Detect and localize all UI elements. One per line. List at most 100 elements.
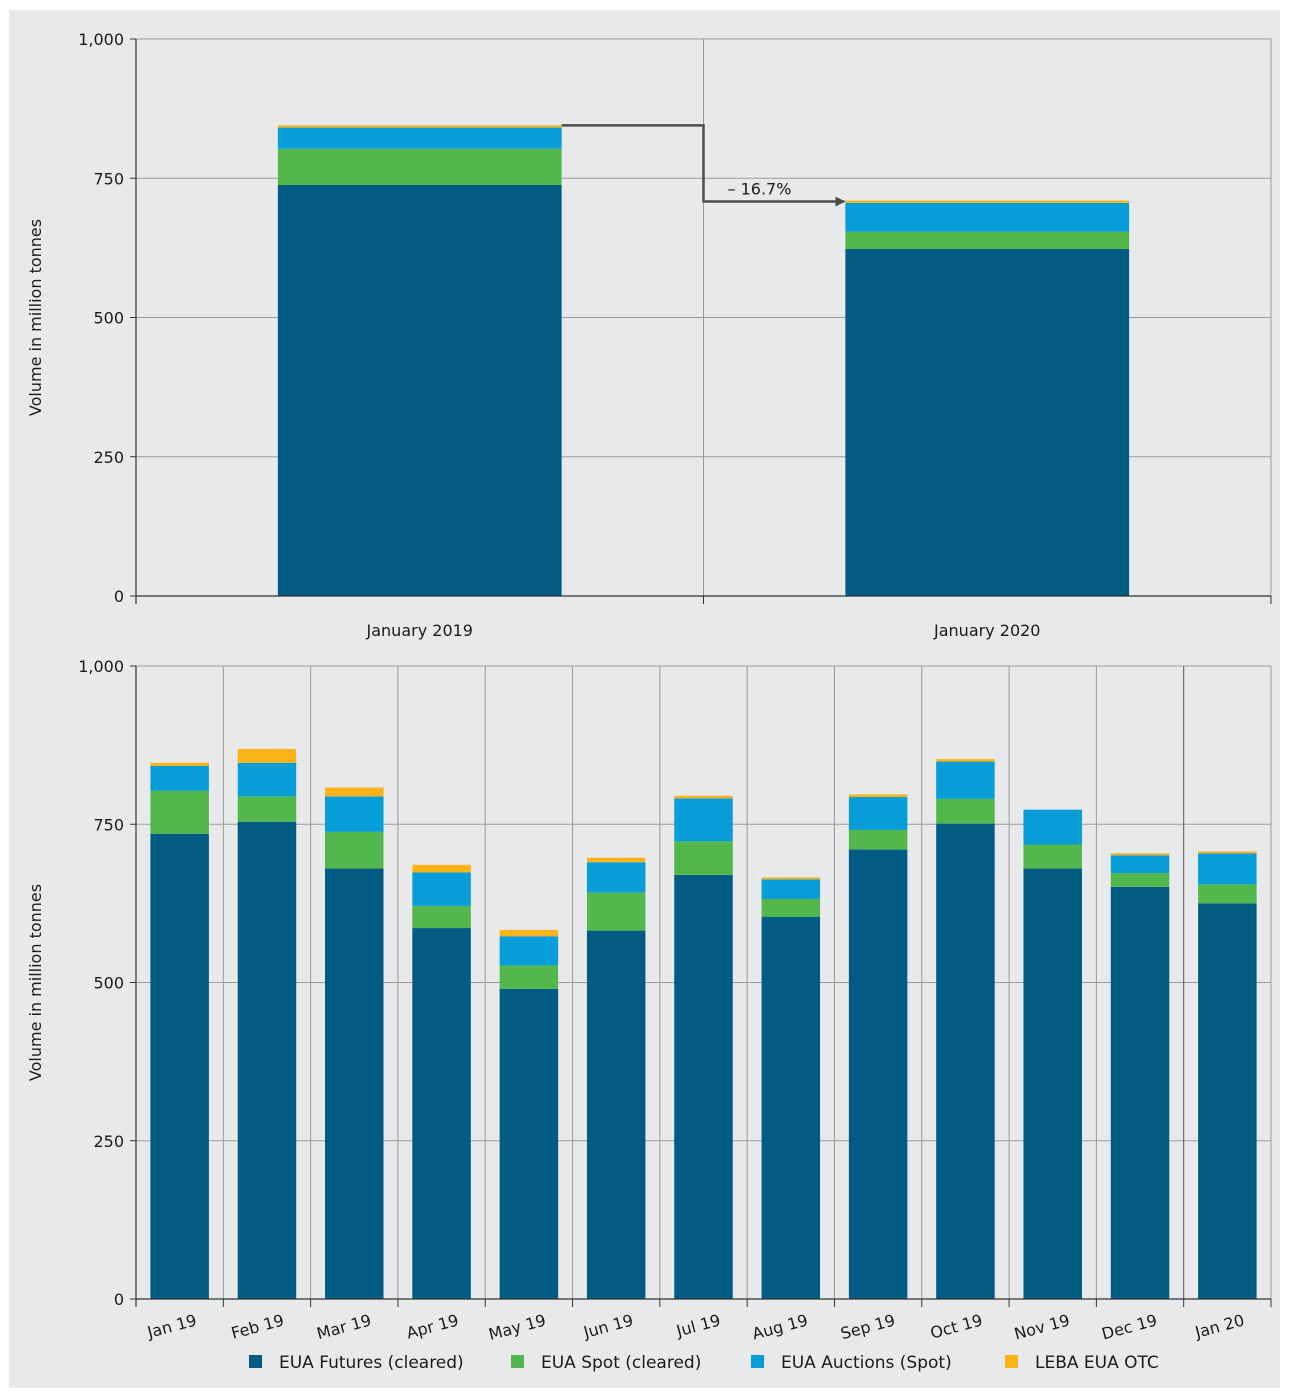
bar-segment-spot [1110, 872, 1170, 887]
bar-segment-futures [325, 868, 384, 1299]
legend-swatch-futures [249, 1355, 262, 1368]
legend: EUA Futures (cleared) EUA Spot (cleared) E… [249, 1353, 1159, 1373]
bar-segment-auctions [586, 862, 646, 893]
bar-segment-leba [277, 125, 562, 128]
bar-segment-spot [1023, 844, 1082, 869]
legend-swatch-spot [511, 1355, 524, 1368]
x-tick-label: Feb 19 [229, 1311, 286, 1343]
bar-segment-auctions [1110, 855, 1170, 873]
x-tick-label: Sep 19 [839, 1311, 898, 1344]
bar-segment-leba [1110, 853, 1170, 856]
bar-segment-leba [325, 787, 384, 797]
bar-segment-spot [936, 798, 995, 824]
bottom-chart: 0 250 500 750 1,000 Jan 19 Feb 19 Mar 19 Apr 19 M… [26, 657, 1272, 1345]
bar-segment-auctions [499, 936, 559, 966]
bar-segment-leba [1198, 851, 1257, 854]
bar-segment-auctions [277, 127, 562, 149]
bar-segment-leba [499, 929, 559, 937]
x-tick-label: Dec 19 [1100, 1311, 1159, 1344]
x-tick-label: Jul 19 [673, 1311, 722, 1341]
x-tick-label: Jun 19 [581, 1311, 636, 1343]
bar-segment-futures [237, 821, 297, 1299]
bar-segment-spot [674, 841, 733, 875]
bar-segment-futures [936, 823, 995, 1299]
y-tick-label: 250 [93, 1132, 124, 1151]
legend-label-auctions: EUA Auctions (Spot) [781, 1353, 952, 1373]
y-tick-label: 500 [93, 974, 124, 993]
bar-segment-futures [499, 988, 559, 1299]
bar-segment-auctions [412, 872, 471, 906]
bar-segment-futures [1110, 886, 1170, 1299]
legend-swatch-auctions [751, 1355, 764, 1368]
bar-segment-leba [586, 857, 646, 863]
chart-svg: 0 250 500 750 1,000 January 2019 January 2020 V… [26, 30, 1272, 1373]
bar-segment-leba [674, 795, 733, 799]
bar-segment-auctions [1198, 853, 1257, 885]
change-arrow [561, 124, 846, 207]
bar-segment-leba [936, 759, 995, 762]
bar-segment-spot [150, 790, 209, 834]
bar-segment-auctions [936, 761, 995, 799]
bar-segment-auctions [237, 762, 297, 797]
bar-segment-spot [845, 231, 1130, 249]
legend-label-futures: EUA Futures (cleared) [279, 1353, 464, 1373]
bar-segment-leba [848, 794, 908, 798]
y-tick-label: 0 [114, 587, 124, 606]
y-tick-label: 500 [93, 309, 124, 328]
bar-segment-futures [150, 833, 209, 1299]
x-tick-label: Jan 20 [1192, 1311, 1246, 1343]
bar-segment-futures [1023, 868, 1082, 1299]
bar-segment-spot [325, 831, 384, 869]
bar-segment-spot [586, 892, 646, 931]
x-tick-label: May 19 [486, 1311, 547, 1345]
bar-segment-auctions [1023, 809, 1082, 845]
bar-segment-leba [845, 200, 1130, 203]
bar-segment-auctions [150, 766, 209, 791]
bar-segment-futures [1198, 903, 1257, 1299]
bar-segment-auctions [674, 798, 733, 842]
bar-segment-futures [761, 916, 821, 1299]
x-tick-label: Oct 19 [928, 1311, 984, 1343]
bar-segment-auctions [845, 202, 1130, 232]
x-tick-label: January 2020 [933, 621, 1040, 640]
x-tick-label: Jan 19 [144, 1311, 198, 1343]
bar-segment-futures [674, 874, 733, 1299]
bar-segment-auctions [848, 797, 908, 830]
bar-segment-futures [845, 248, 1130, 596]
top-chart: 0 250 500 750 1,000 January 2019 January 2020 V… [26, 30, 1272, 640]
x-tick-label: Apr 19 [404, 1311, 460, 1343]
y-axis-title: Volume in million tonnes [26, 219, 45, 416]
x-tick-label: Mar 19 [315, 1311, 374, 1344]
bar-segment-spot [1198, 884, 1257, 904]
bar-segment-spot [499, 965, 559, 989]
bar-segment-spot [848, 829, 908, 850]
bar-segment-futures [277, 184, 562, 596]
y-tick-label: 0 [114, 1290, 124, 1309]
bar-segment-leba [237, 748, 297, 763]
chart-panel: 0 250 500 750 1,000 January 2019 January 2020 V… [9, 10, 1280, 1388]
legend-label-leba: LEBA EUA OTC [1035, 1353, 1159, 1373]
bar-segment-spot [237, 796, 297, 822]
bar-segment-spot [277, 148, 562, 185]
bar-segment-leba [761, 877, 821, 880]
bar-segment-auctions [761, 879, 821, 899]
y-tick-label: 750 [93, 169, 124, 188]
x-tick-label: Nov 19 [1012, 1311, 1072, 1344]
bar-segment-futures [586, 930, 646, 1299]
change-annotation: – 16.7% [728, 180, 792, 199]
bar-segment-leba [412, 864, 471, 873]
x-tick-label: January 2019 [366, 621, 473, 640]
legend-label-spot: EUA Spot (cleared) [541, 1353, 701, 1373]
bar-segment-spot [412, 905, 471, 929]
y-tick-label: 250 [93, 448, 124, 467]
bar-segment-auctions [325, 796, 384, 832]
legend-swatch-leba [1005, 1355, 1018, 1368]
bar-segment-futures [848, 849, 908, 1299]
x-tick-label: Aug 19 [750, 1311, 810, 1344]
y-tick-label: 750 [93, 815, 124, 834]
bar-segment-spot [761, 898, 821, 917]
bar-segment-leba [150, 762, 209, 767]
y-axis-title: Volume in million tonnes [26, 884, 45, 1081]
bar-segment-futures [412, 928, 471, 1299]
y-tick-label: 1,000 [78, 30, 124, 49]
